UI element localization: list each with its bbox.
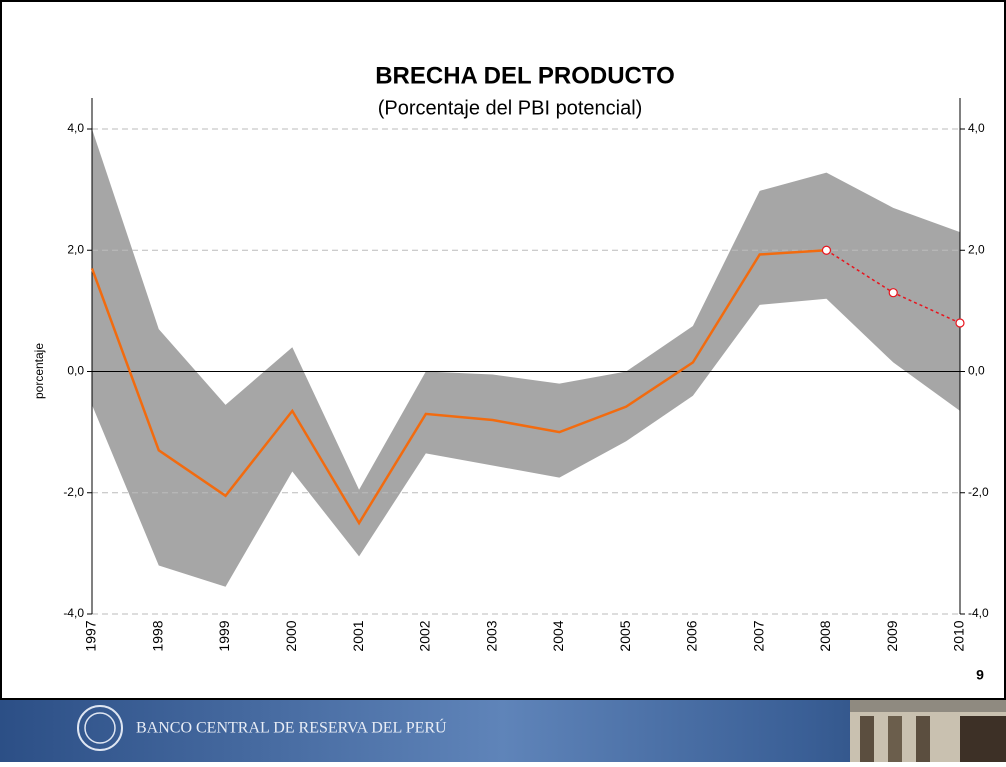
chart-subtitle: (Porcentaje del PBI potencial)	[378, 97, 643, 119]
x-tick-label: 2008	[817, 620, 833, 651]
plot: -4,0 -2,0 0,0 2,0 4,0 -4,0 -2,0 0,0 2,0 4,0 1997 19…	[63, 98, 989, 652]
y-tick-label: 4,0	[67, 121, 84, 135]
slide-border	[0, 0, 1006, 700]
page-number: 9	[976, 667, 984, 683]
point	[888, 288, 898, 298]
footer-building	[850, 700, 1006, 762]
footer-bar	[0, 700, 1006, 762]
y2-tick-label: -2,0	[968, 485, 989, 499]
y-tick-label: 0,0	[67, 364, 84, 378]
y-tick-label: -2,0	[63, 485, 84, 499]
y2-tick-label: 0,0	[968, 364, 985, 378]
x-tick-label: 1998	[149, 620, 165, 651]
y-axis-label: porcentaje	[32, 343, 46, 399]
footer-logo	[77, 705, 123, 751]
y2-tick-label: -4,0	[968, 606, 989, 620]
y-tick-label: -4,0	[63, 606, 84, 620]
y2-tick-label: 2,0	[968, 242, 985, 256]
chart-title: BRECHA DEL PRODUCTO	[375, 62, 675, 89]
point	[955, 318, 965, 328]
x-tick-label: 2002	[417, 620, 433, 651]
band	[92, 129, 960, 587]
x-tick-label: 2006	[684, 620, 700, 651]
x-tick-label: 2007	[750, 620, 766, 651]
footer-text: BANCO CENTRAL DE RESERVA DEL PERÚ	[136, 718, 447, 737]
gap-line	[90, 249, 827, 526]
x-tick-label: 2004	[550, 620, 566, 651]
x-tick-label: 2005	[617, 620, 633, 651]
x-tick-label: 2001	[350, 620, 366, 651]
x-tick-label: 1997	[83, 620, 99, 651]
x-tick-label: 2003	[483, 620, 499, 651]
x-tick-label: 2010	[951, 620, 967, 651]
y2-tick-label: 4,0	[968, 121, 985, 135]
x-tick-label: 1999	[216, 620, 232, 651]
x-tick-label: 2009	[884, 620, 900, 651]
point	[821, 245, 832, 255]
x-tick-label: 2000	[283, 620, 299, 651]
y-tick-label: 2,0	[67, 242, 84, 256]
